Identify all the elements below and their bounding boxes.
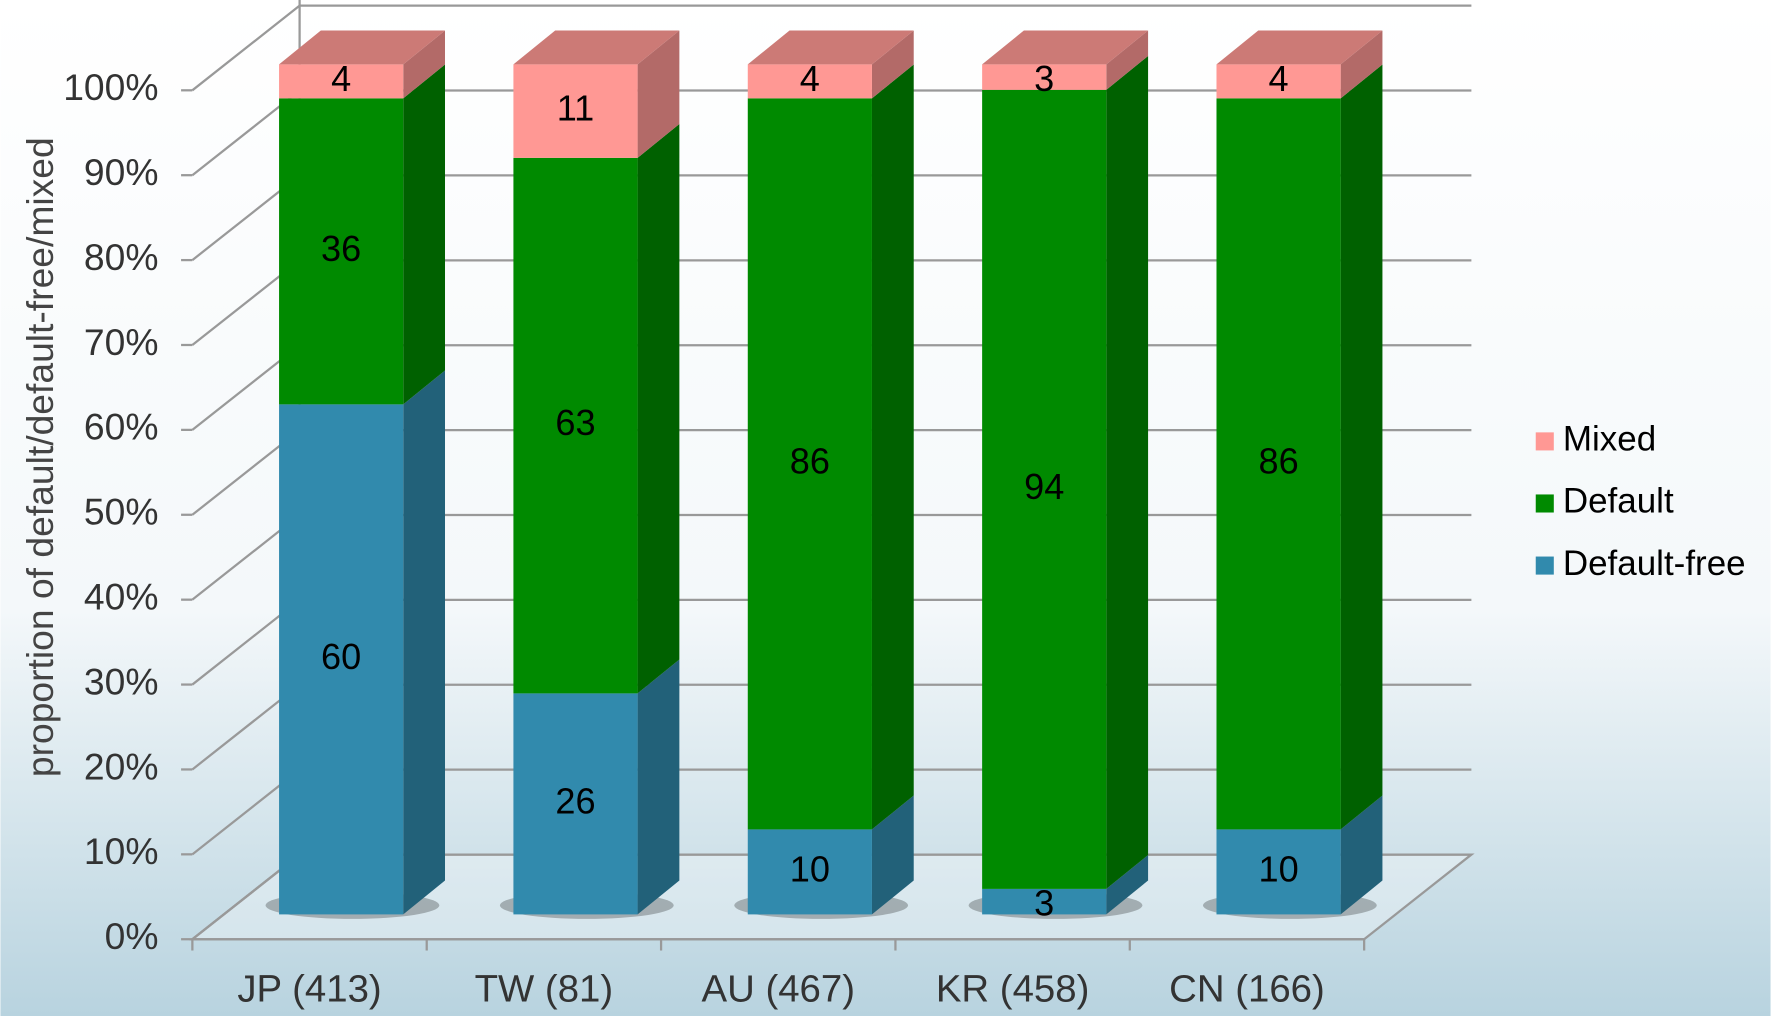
y-tick-label: 10% bbox=[84, 830, 159, 872]
bar-top bbox=[513, 30, 680, 65]
bar bbox=[513, 64, 638, 158]
x-tick-label: JP (413) bbox=[237, 967, 381, 1010]
value-label: 11 bbox=[557, 88, 594, 129]
bar bbox=[1216, 829, 1341, 915]
bar-side bbox=[871, 795, 914, 915]
bar-side bbox=[403, 30, 446, 99]
bar-side bbox=[1106, 55, 1149, 889]
bar-side bbox=[871, 30, 914, 99]
bar bbox=[1216, 98, 1341, 830]
value-label: 3 bbox=[1034, 58, 1054, 99]
bar-top bbox=[279, 30, 446, 65]
value-label: 10 bbox=[790, 848, 830, 889]
legend-swatch bbox=[1535, 556, 1554, 575]
bar bbox=[513, 157, 638, 694]
value-label: 36 bbox=[321, 228, 361, 269]
x-tick-label: KR (458) bbox=[936, 967, 1090, 1010]
bar-side bbox=[871, 64, 914, 830]
legend-label: Default-free bbox=[1563, 544, 1746, 583]
bar-top bbox=[1216, 30, 1383, 65]
x-tick-label: TW (81) bbox=[475, 967, 614, 1010]
y-tick-label: 20% bbox=[84, 745, 159, 787]
y-axis-label: proportion of default/default-free/mixed bbox=[19, 137, 61, 777]
y-tick-label: 100% bbox=[63, 66, 158, 108]
bar-top bbox=[747, 30, 914, 65]
y-tick-label: 0% bbox=[105, 915, 159, 957]
grid-line bbox=[191, 4, 1472, 92]
bar bbox=[982, 64, 1107, 90]
bar-side bbox=[1340, 64, 1383, 830]
y-tick-label: 90% bbox=[84, 151, 159, 193]
bar-top bbox=[982, 30, 1149, 65]
bar bbox=[982, 888, 1107, 915]
bar-side bbox=[1106, 30, 1149, 90]
value-label: 94 bbox=[1024, 466, 1064, 507]
bar-side bbox=[1106, 855, 1149, 915]
bar bbox=[747, 98, 872, 830]
value-label: 10 bbox=[1258, 848, 1298, 889]
value-label: 63 bbox=[555, 402, 595, 443]
bar-side bbox=[637, 123, 680, 694]
x-tick-label: AU (467) bbox=[701, 967, 855, 1010]
bar bbox=[279, 98, 404, 405]
value-label: 3 bbox=[1034, 883, 1054, 924]
legend-label: Mixed bbox=[1563, 420, 1656, 459]
bar bbox=[982, 89, 1107, 889]
x-tick-label: CN (166) bbox=[1169, 967, 1325, 1010]
y-tick-label: 30% bbox=[84, 660, 159, 702]
bar bbox=[279, 404, 404, 915]
bar-side bbox=[1340, 30, 1383, 99]
legend-label: Default bbox=[1563, 482, 1674, 521]
value-label: 26 bbox=[555, 780, 595, 821]
y-tick-label: 70% bbox=[84, 321, 159, 363]
value-label: 86 bbox=[1258, 440, 1298, 481]
bar-side bbox=[1340, 795, 1383, 915]
legend-swatch bbox=[1535, 494, 1554, 513]
y-tick-label: 50% bbox=[84, 491, 159, 533]
y-tick-label: 60% bbox=[84, 406, 159, 448]
legend-swatch bbox=[1535, 432, 1554, 451]
bar-side bbox=[637, 30, 680, 158]
bar bbox=[513, 693, 638, 915]
value-label: 86 bbox=[790, 440, 830, 481]
bar bbox=[747, 829, 872, 915]
y-tick-label: 40% bbox=[84, 576, 159, 618]
y-tick-label: 80% bbox=[84, 236, 159, 278]
bar-side bbox=[637, 659, 680, 915]
value-label: 4 bbox=[1269, 58, 1289, 99]
bar bbox=[747, 64, 872, 99]
bar bbox=[279, 64, 404, 99]
bar-side bbox=[403, 370, 446, 915]
value-label: 4 bbox=[800, 58, 820, 99]
value-label: 60 bbox=[321, 636, 361, 677]
bar-side bbox=[403, 64, 446, 405]
value-label: 4 bbox=[331, 58, 351, 99]
bar bbox=[1216, 64, 1341, 99]
